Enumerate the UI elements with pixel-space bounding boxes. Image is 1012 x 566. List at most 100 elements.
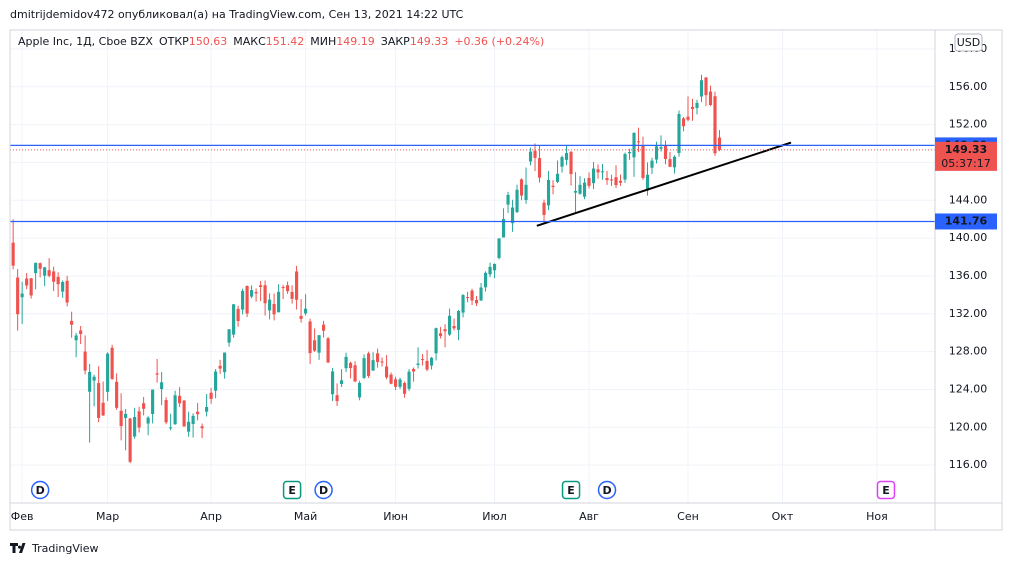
candle-body (133, 417, 137, 437)
candle-body (29, 278, 33, 296)
currency[interactable]: USD (957, 36, 981, 49)
logo-icon (10, 543, 26, 553)
y-tick-label: 144.00 (949, 193, 988, 206)
header: dmitrijdemidov472 опубликовал(а) на Trad… (10, 8, 464, 21)
legend-label: МАКС (233, 35, 266, 48)
candle-body (65, 280, 69, 303)
candle-body (128, 418, 132, 462)
logo: TradingView (10, 542, 98, 555)
candle-body (20, 293, 24, 298)
candle-body (101, 402, 105, 416)
candle-body (510, 207, 515, 224)
candle-body (304, 308, 308, 314)
candle-body (375, 353, 380, 363)
candle-body (434, 328, 438, 354)
candle-body (659, 147, 663, 149)
candle-body (164, 400, 168, 423)
candle-body (650, 160, 654, 168)
candle-body (686, 116, 690, 120)
candle-body (411, 368, 416, 372)
candle-body (488, 266, 492, 275)
level-label-box (935, 213, 997, 230)
candle-body (97, 383, 101, 418)
candle-body (47, 270, 51, 276)
candle-body (169, 427, 173, 429)
legend-value: 150.63 (189, 35, 228, 48)
candle-body (191, 415, 195, 425)
x-tick-label: Май (294, 510, 317, 523)
candle-body (214, 371, 218, 391)
candle-body (110, 347, 114, 379)
candle-body (182, 400, 186, 427)
candle-body (295, 271, 299, 300)
candle-body (83, 351, 87, 371)
candle-body (618, 180, 623, 183)
event-icon (30, 480, 50, 500)
candle-body (717, 137, 722, 150)
candle-body (236, 308, 240, 321)
candle-body (218, 365, 222, 369)
candle-body (677, 114, 681, 153)
candle-body (447, 315, 452, 335)
candle-body (614, 177, 618, 186)
candle-body (695, 102, 699, 108)
candle-body (43, 267, 47, 276)
candle-body (393, 379, 398, 387)
candle-body (286, 285, 290, 292)
candle-body (506, 194, 510, 205)
y-tick-label: 128.00 (949, 345, 988, 358)
candle-body (663, 145, 668, 160)
candle-body (70, 320, 74, 325)
candle-body (178, 395, 182, 404)
trend-line (536, 141, 792, 227)
candle-body (61, 281, 65, 292)
candle-body (106, 353, 110, 392)
candle-body (151, 389, 155, 414)
candle-body (322, 324, 326, 331)
event-label: D (319, 484, 328, 497)
event-icon (597, 480, 617, 500)
candle-body (277, 291, 281, 313)
candle-body (573, 191, 578, 193)
candle-body (241, 290, 245, 310)
axes: 116.00 120.00 124.00 128.00 132.00 136.00 140.… (11, 42, 997, 523)
candle-body (384, 366, 389, 378)
event-icon (876, 480, 896, 500)
candle-body (668, 159, 672, 167)
candle-body (452, 326, 456, 329)
y-tick-label: 156.00 (949, 80, 988, 93)
candle-body (124, 413, 128, 419)
candle-body (605, 178, 609, 181)
x-tick-label: Авг (579, 510, 599, 523)
candle-body (200, 426, 204, 429)
x-tick-label: Сен (677, 510, 699, 523)
candle-body (335, 395, 339, 402)
legend-value: 149.33 (410, 35, 449, 48)
candle-body (299, 315, 303, 319)
x-tick-label: Окт (772, 510, 794, 523)
candle-body (645, 174, 650, 191)
candle-body (524, 184, 528, 200)
candle-body (317, 335, 321, 353)
candle-body (623, 154, 627, 180)
candle-body (497, 238, 501, 258)
candle-body (209, 392, 213, 399)
candle-body (551, 185, 555, 188)
candle-body (456, 310, 461, 330)
candle-body (326, 338, 330, 363)
currency-box[interactable] (954, 33, 983, 52)
candle-body (254, 292, 258, 294)
candle-body (357, 382, 362, 398)
x-tick-label: Июн (383, 510, 408, 523)
candle-body (398, 379, 402, 387)
candle-body (263, 285, 267, 304)
candle-body (600, 171, 605, 173)
candle-body (74, 335, 78, 341)
candle-body (690, 106, 695, 109)
candle-body (528, 151, 533, 162)
candle-body (223, 352, 227, 373)
candle-body (465, 297, 470, 299)
candle-body (672, 156, 677, 168)
candle-body (537, 158, 542, 178)
